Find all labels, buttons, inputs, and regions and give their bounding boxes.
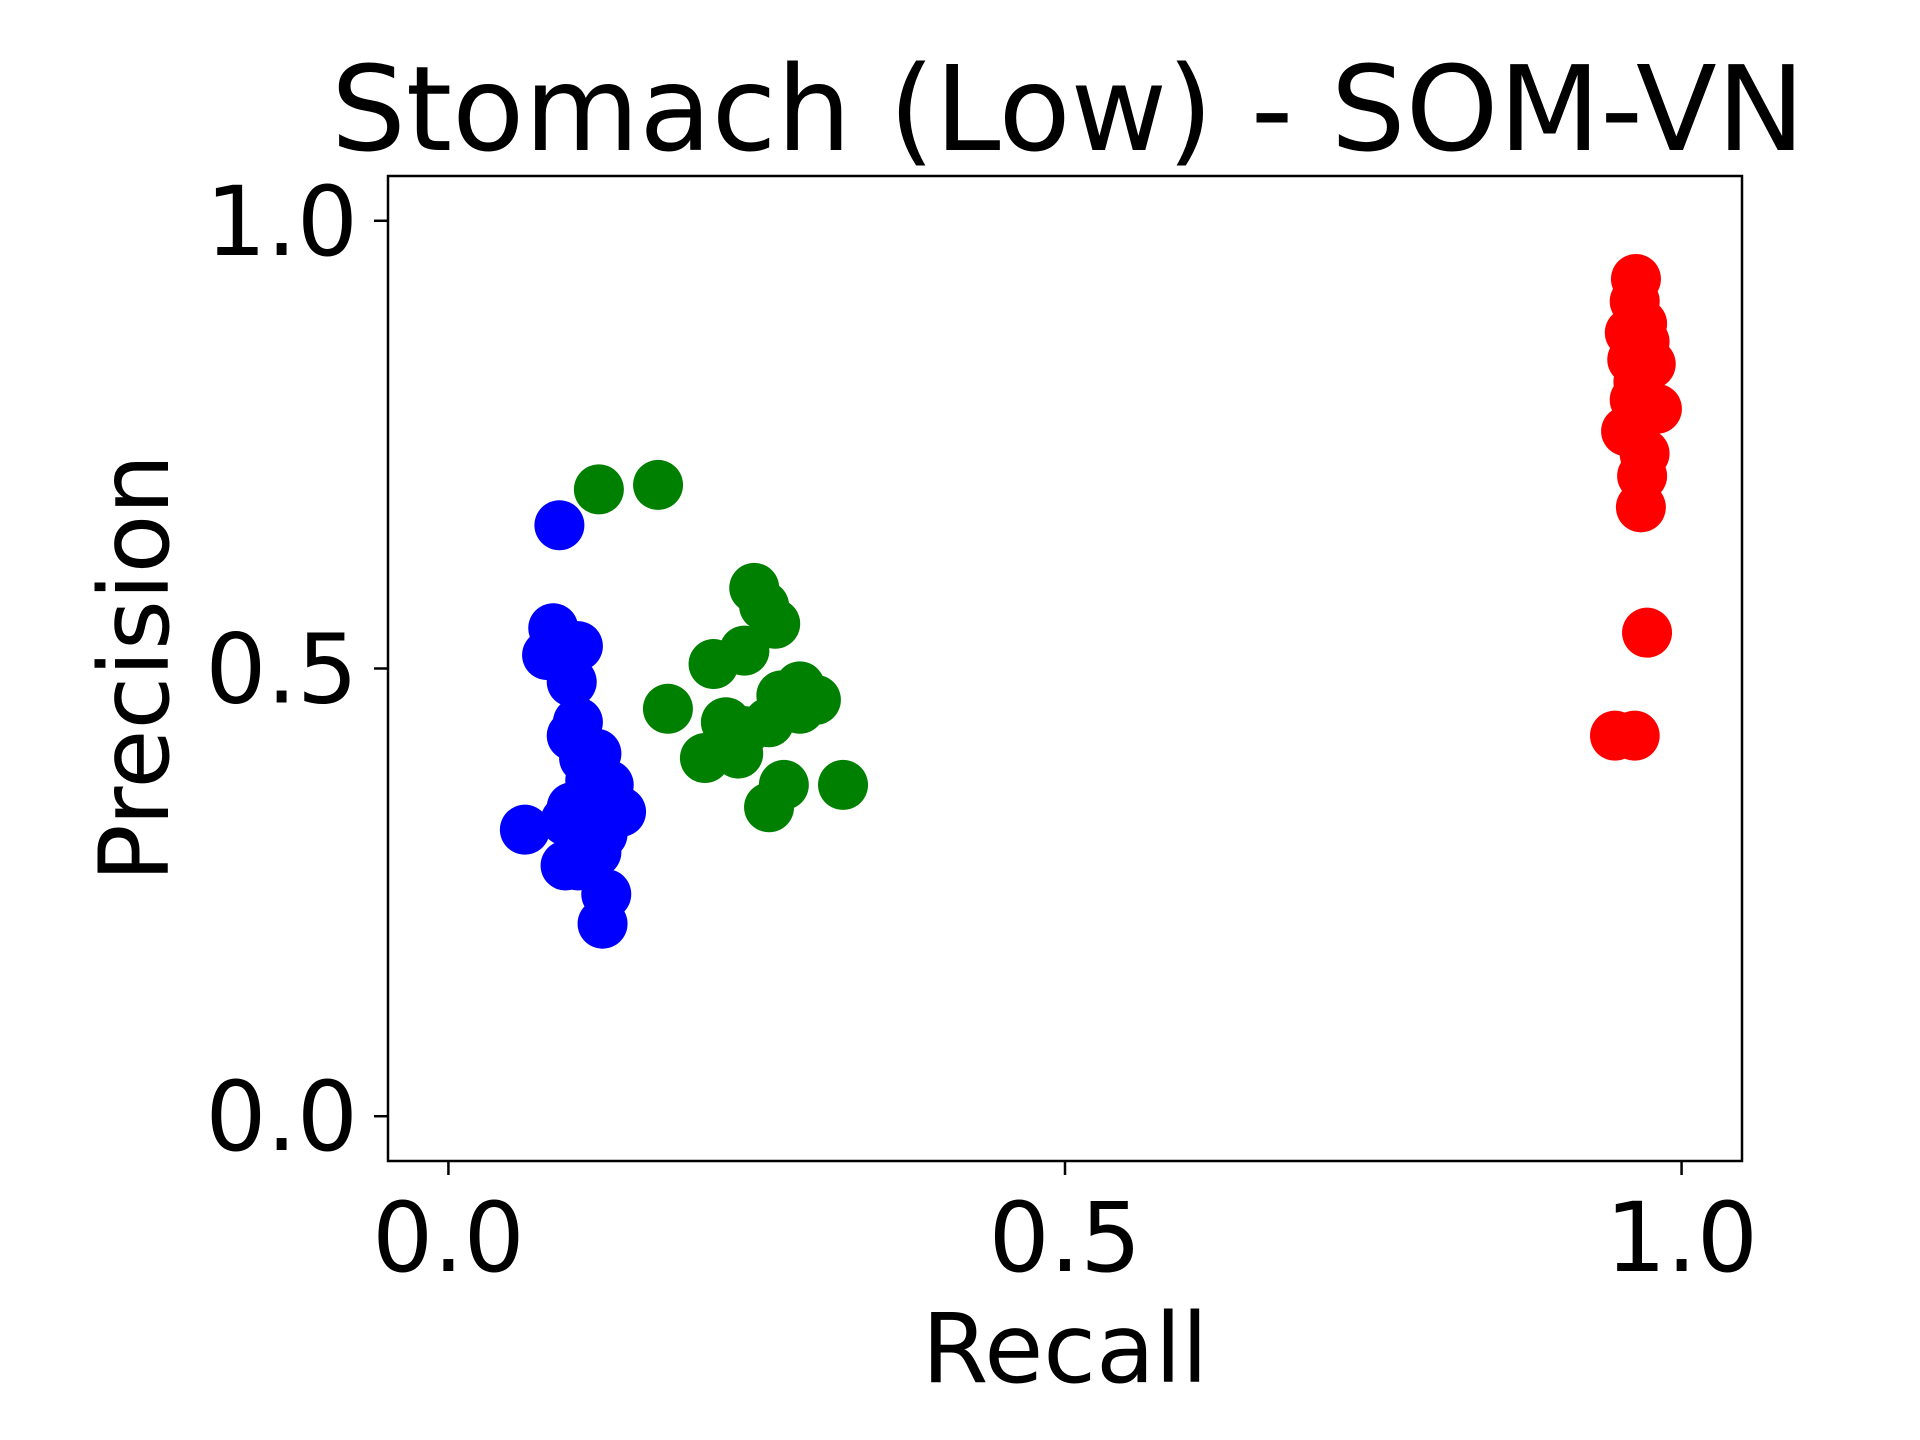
data-point-s0-4	[546, 656, 597, 707]
series-0	[499, 500, 647, 949]
data-point-s0-17	[499, 804, 550, 855]
data-point-s2-14	[1622, 607, 1673, 658]
x-tick-label-2: 1.0	[1605, 1182, 1758, 1294]
data-point-s1-7	[642, 683, 693, 734]
y-tick-label-0: 0.0	[205, 1061, 358, 1173]
y-tick-label-1: 0.5	[205, 614, 358, 726]
data-point-s1-6	[688, 639, 739, 690]
data-point-s0-23	[577, 898, 628, 949]
x-tick-label-0: 0.0	[372, 1182, 525, 1294]
data-point-s1-1	[633, 459, 684, 510]
series-1	[573, 459, 869, 833]
data-point-s1-19	[744, 782, 795, 833]
data-point-s1-16	[679, 733, 730, 784]
data-point-s1-0	[573, 464, 624, 515]
data-point-s1-18	[818, 759, 869, 810]
ticks-layer: 0.0 0.5 1.0 0.0 0.5 1.0	[205, 166, 1758, 1294]
x-axis-label: Recall	[922, 1293, 1208, 1405]
data-point-s2-13	[1615, 482, 1666, 533]
y-tick-label-2: 1.0	[205, 166, 358, 278]
data-point-s0-0	[534, 500, 585, 551]
y-axis-label: Precision	[79, 454, 191, 882]
points-layer	[499, 253, 1682, 949]
data-point-s2-16	[1609, 710, 1660, 761]
chart-title: Stomach (Low) - SOM-VN	[331, 40, 1805, 178]
series-2	[1589, 253, 1682, 761]
x-tick-label-1: 0.5	[989, 1182, 1142, 1294]
